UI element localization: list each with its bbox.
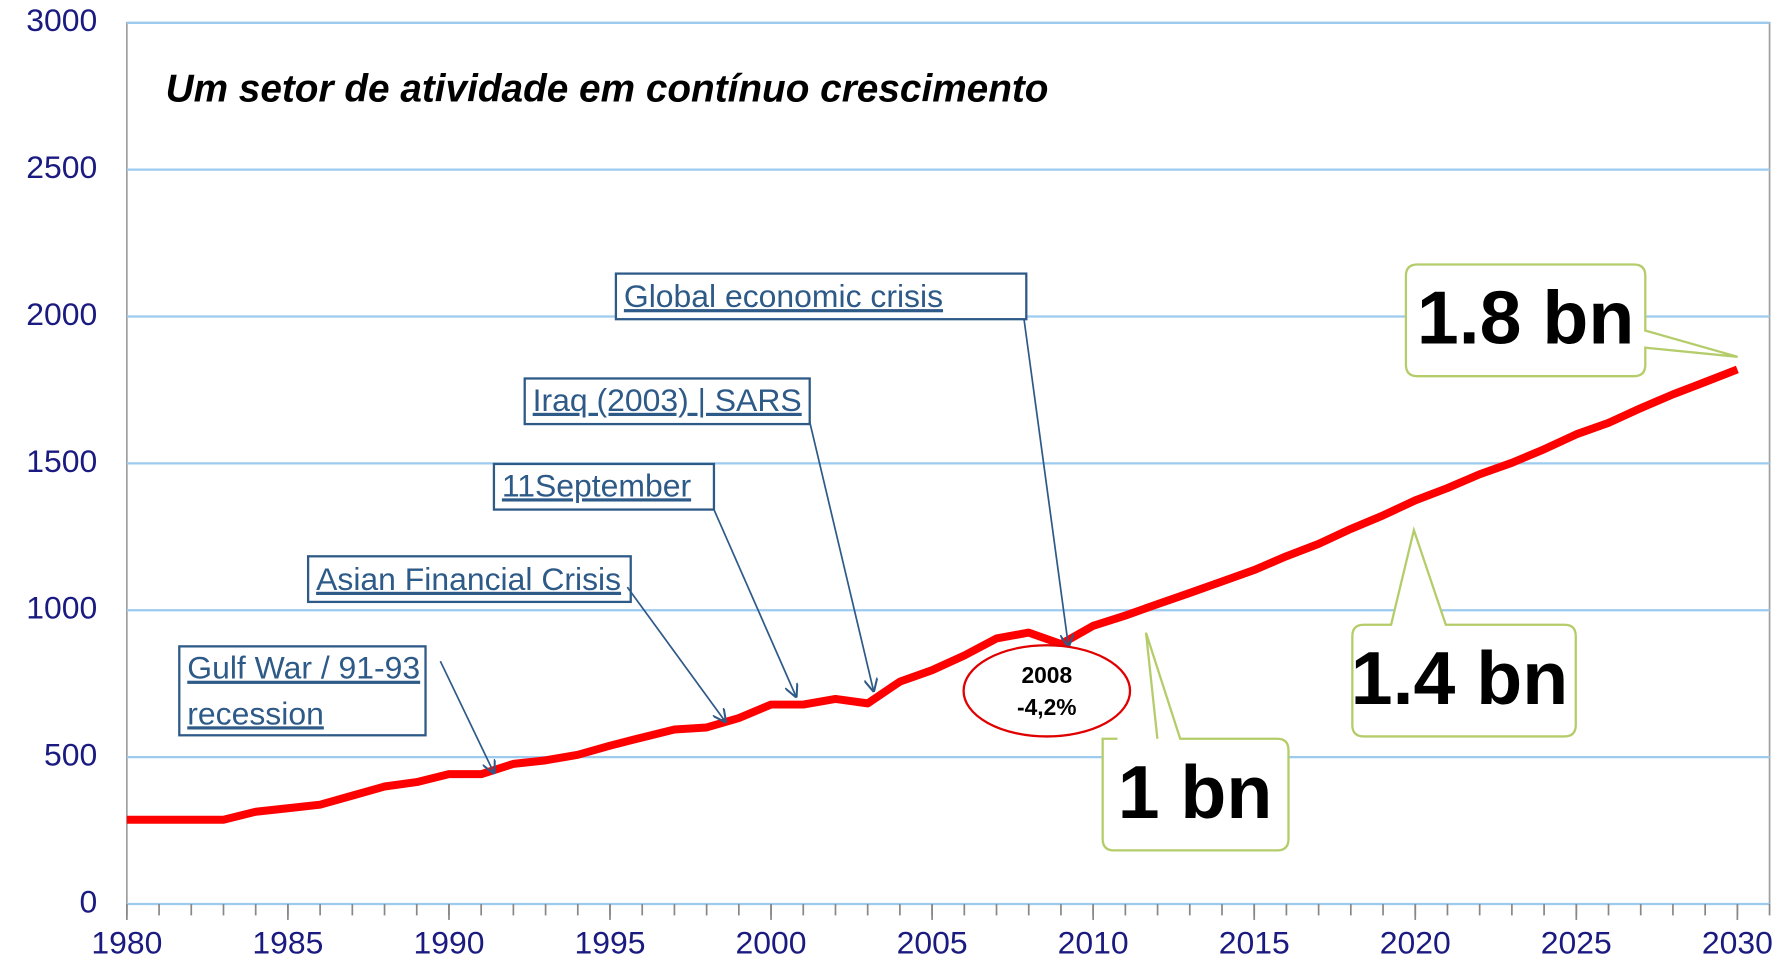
y-tick-label: 1000	[26, 590, 97, 626]
x-tick-label: 2000	[736, 924, 807, 960]
y-tick-label: 500	[44, 737, 97, 773]
x-tick-label: 2010	[1058, 924, 1129, 960]
annotation-text: -4,2%	[1017, 694, 1077, 720]
x-tick-label: 2030	[1702, 924, 1773, 960]
annotation-text: 1 bn	[1118, 750, 1273, 834]
annotation-text: Global economic crisis	[624, 278, 943, 314]
annotation-arrow	[1023, 319, 1068, 646]
annotation-box	[523, 377, 811, 426]
annotation-text: 11September	[502, 467, 692, 503]
annotation-text: Iraq (2003) | SARS	[533, 382, 802, 418]
annotation-box	[614, 272, 1028, 321]
y-tick-label: 1500	[26, 443, 97, 479]
x-tick-label: 1995	[575, 924, 646, 960]
x-tick-label: 1990	[413, 924, 484, 960]
x-tick-label: 2015	[1219, 924, 1290, 960]
annotation-box	[178, 645, 427, 737]
y-tick-label: 2000	[26, 296, 97, 332]
y-tick-label: 2500	[26, 149, 97, 185]
y-tick-label: 3000	[26, 2, 97, 38]
data-line	[126, 365, 1739, 824]
x-tick-label: 2005	[897, 924, 968, 960]
chart-title: Um setor de atividade em contínuo cresci…	[166, 67, 1049, 110]
annotation-text: 1.4 bn	[1351, 636, 1568, 720]
annotation-box	[306, 555, 632, 604]
callout-box	[1351, 525, 1577, 738]
annotation-arrow	[439, 660, 494, 773]
annotation-text: Asian Financial Crisis	[316, 561, 621, 597]
x-tick-label: 2020	[1380, 924, 1451, 960]
x-tick-label: 1980	[91, 924, 162, 960]
annotation-text: 1.8 bn	[1417, 276, 1634, 360]
annotation-text: 2008	[1021, 662, 1072, 688]
annotation-text: Gulf War / 91-93	[187, 650, 420, 686]
x-tick-label: 1985	[252, 924, 323, 960]
annotation-arrow	[713, 509, 796, 697]
annotation-text: recession	[187, 695, 324, 731]
x-tick-label: 2025	[1541, 924, 1612, 960]
annotation-arrow	[808, 421, 874, 691]
callout-box	[1404, 263, 1738, 378]
annotation-ellipse	[962, 644, 1132, 738]
y-tick-label: 0	[79, 883, 97, 919]
annotation-box	[492, 462, 716, 511]
annotation-arrow	[626, 586, 725, 722]
callout-box	[1101, 632, 1290, 852]
